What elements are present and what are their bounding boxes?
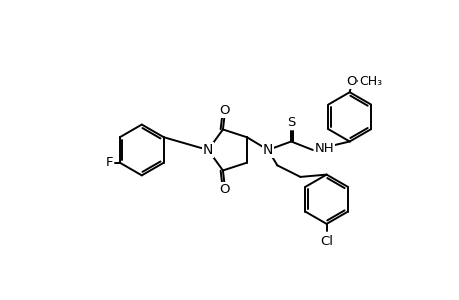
Text: S: S (286, 116, 295, 129)
Text: O: O (219, 104, 229, 117)
Text: O: O (219, 183, 229, 196)
Text: F: F (106, 156, 113, 169)
Text: NH: NH (313, 142, 333, 155)
Text: O: O (345, 75, 356, 88)
Text: CH₃: CH₃ (358, 75, 381, 88)
Text: Cl: Cl (319, 235, 332, 248)
Text: N: N (202, 143, 213, 157)
Text: N: N (263, 143, 273, 157)
